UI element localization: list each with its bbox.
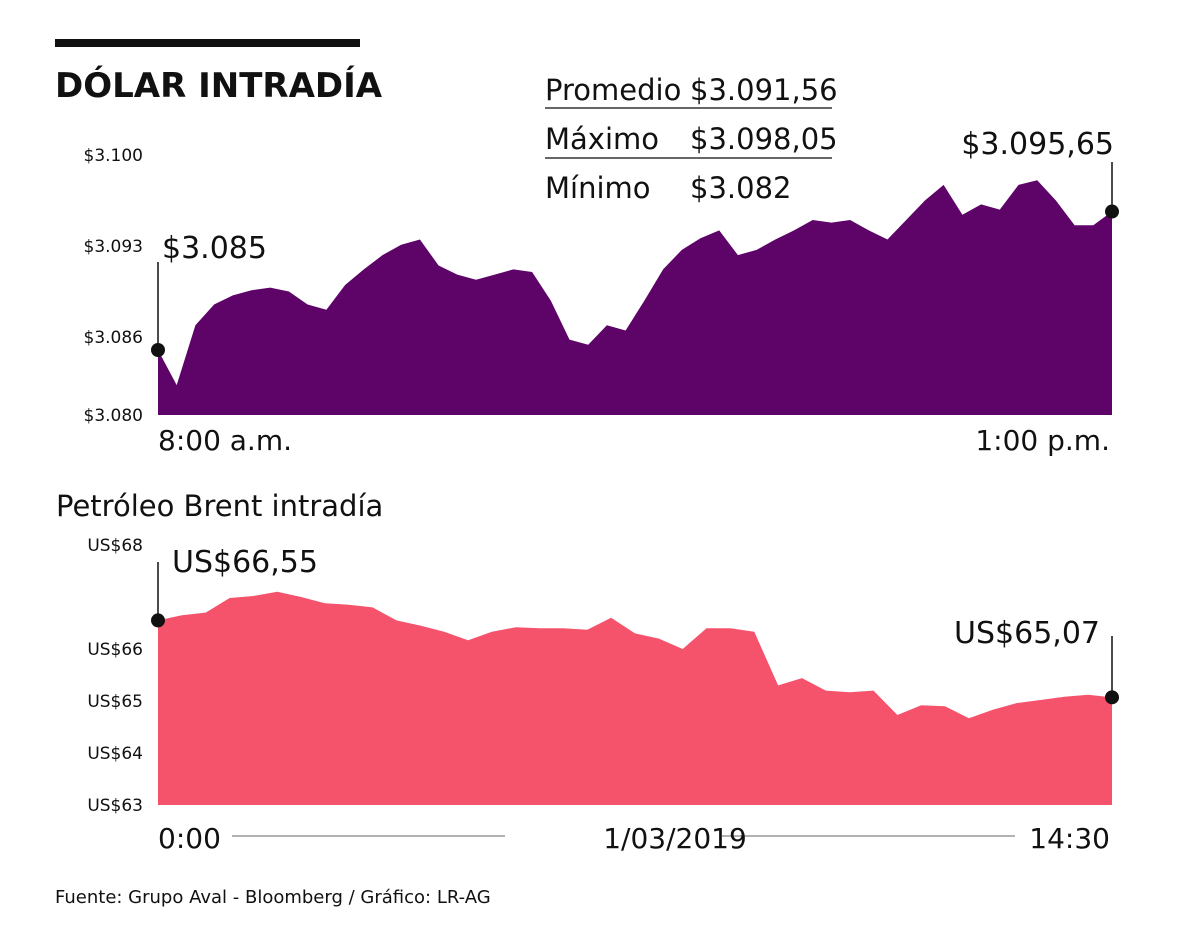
y-tick-label: $3.093 [84,237,143,257]
y-tick-label: US$65 [87,692,143,712]
y-tick-label: $3.086 [84,328,143,348]
point [1105,204,1119,219]
y-tick-label: US$63 [87,796,143,816]
value-label: US$65,07 [954,616,1100,651]
value-label: $3.085 [162,231,267,266]
x-label: 0:00 [158,822,221,855]
main-title: DÓLAR INTRADÍA [55,65,383,106]
point [151,613,165,628]
x-label: 8:00 a.m. [158,424,292,457]
value-label: US$66,55 [172,545,318,580]
x-label: 14:30 [1029,822,1110,855]
area [158,180,1112,415]
stat-value: $3.091,56 [690,73,838,107]
x-label: 1:00 p.m. [975,424,1110,457]
y-tick-label: US$64 [87,744,143,764]
area [158,591,1112,805]
point [151,343,165,357]
y-tick-label: US$66 [87,640,143,660]
x-label: 1/03/2019 [603,822,747,855]
stat-label: Mínimo [545,171,651,205]
y-tick-label: $3.100 [84,146,143,166]
value-label: $3.095,65 [961,127,1114,162]
source: Fuente: Grupo Aval - Bloomberg / Gráfico… [55,887,491,908]
stat-label: Máximo [545,122,659,156]
y-tick-label: $3.080 [84,406,143,426]
y-tick-label: US$68 [87,536,143,556]
stat-value: $3.098,05 [690,122,838,156]
point [1105,690,1119,705]
stat-label: Promedio [545,73,681,107]
stat-value: $3.082 [690,171,791,205]
chart-title: Petróleo Brent intradía [56,489,383,523]
title-bar [55,39,360,47]
